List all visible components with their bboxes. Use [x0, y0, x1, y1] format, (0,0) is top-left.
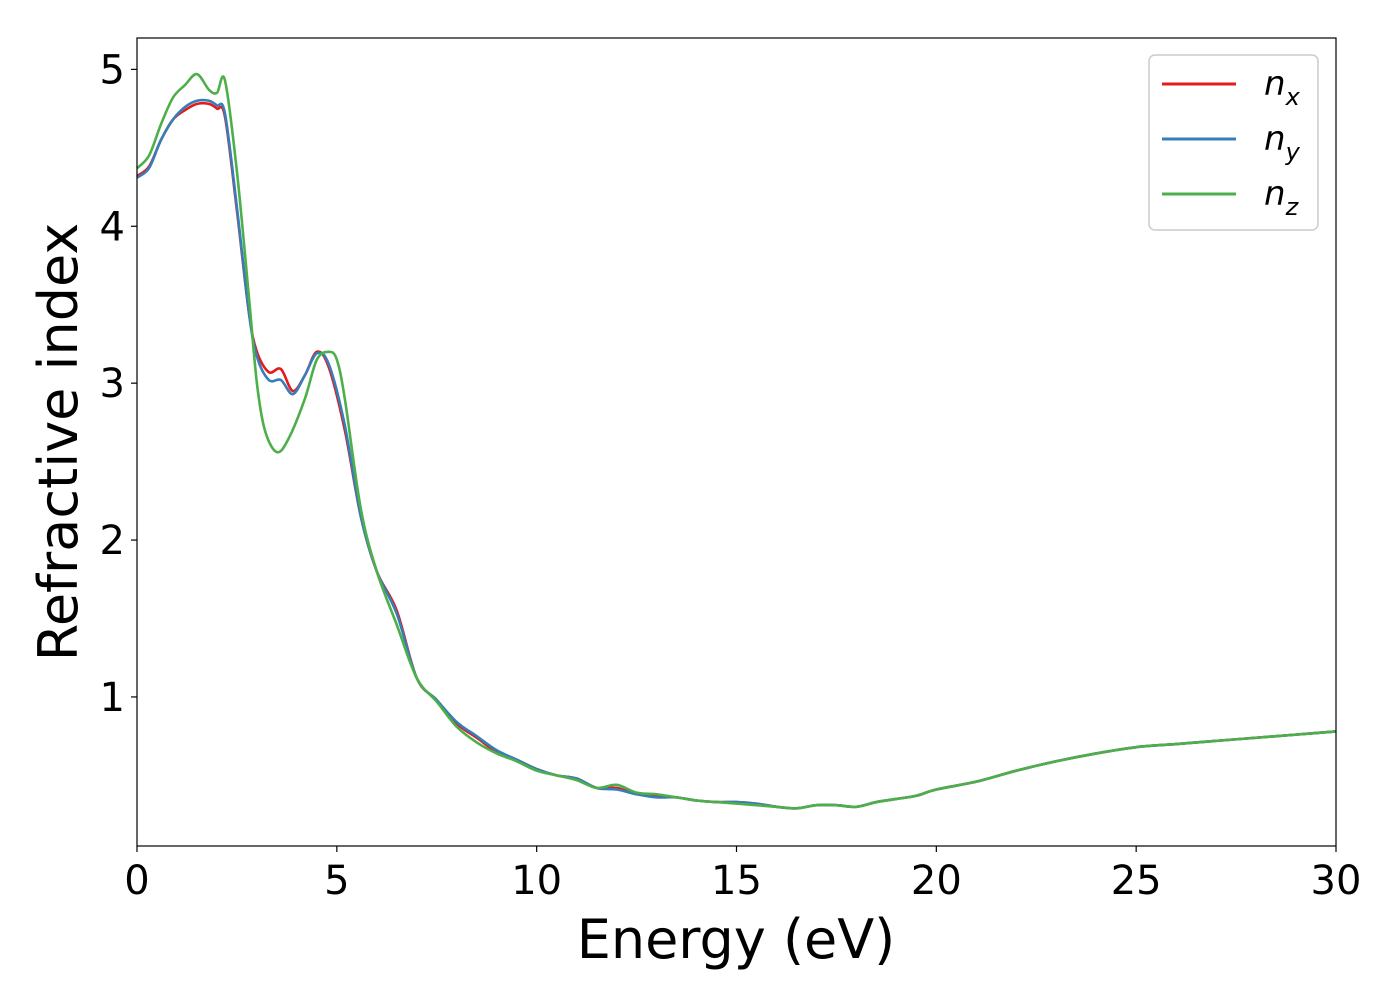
y-tick-label: 2: [100, 518, 125, 564]
x-tick-label: 25: [1111, 858, 1162, 904]
series-line-nz: [136, 72, 1337, 810]
y-tick-label: 1: [100, 675, 125, 721]
legend-label-nx: nx: [1264, 64, 1301, 111]
x-axis-ticks: 0 5 10 15 20 25 30: [124, 846, 1361, 904]
x-tick-label: 5: [324, 858, 349, 904]
x-tick-label: 20: [911, 858, 962, 904]
x-axis-label: Energy (eV): [577, 908, 896, 971]
x-tick-label: 0: [124, 858, 149, 904]
x-tick-label: 10: [511, 858, 562, 904]
legend-box: [1148, 54, 1319, 231]
y-tick-label: 3: [100, 361, 125, 407]
legend-label-ny: ny: [1264, 119, 1301, 166]
y-tick-label: 4: [100, 204, 125, 250]
y-axis-ticks: 1 2 3 4 5: [100, 47, 137, 721]
y-axis-label: Refractive index: [27, 223, 90, 662]
y-tick-label: 5: [100, 47, 125, 93]
x-tick-label: 15: [711, 858, 762, 904]
x-tick-label: 30: [1311, 858, 1362, 904]
series-layer: [136, 72, 1337, 810]
